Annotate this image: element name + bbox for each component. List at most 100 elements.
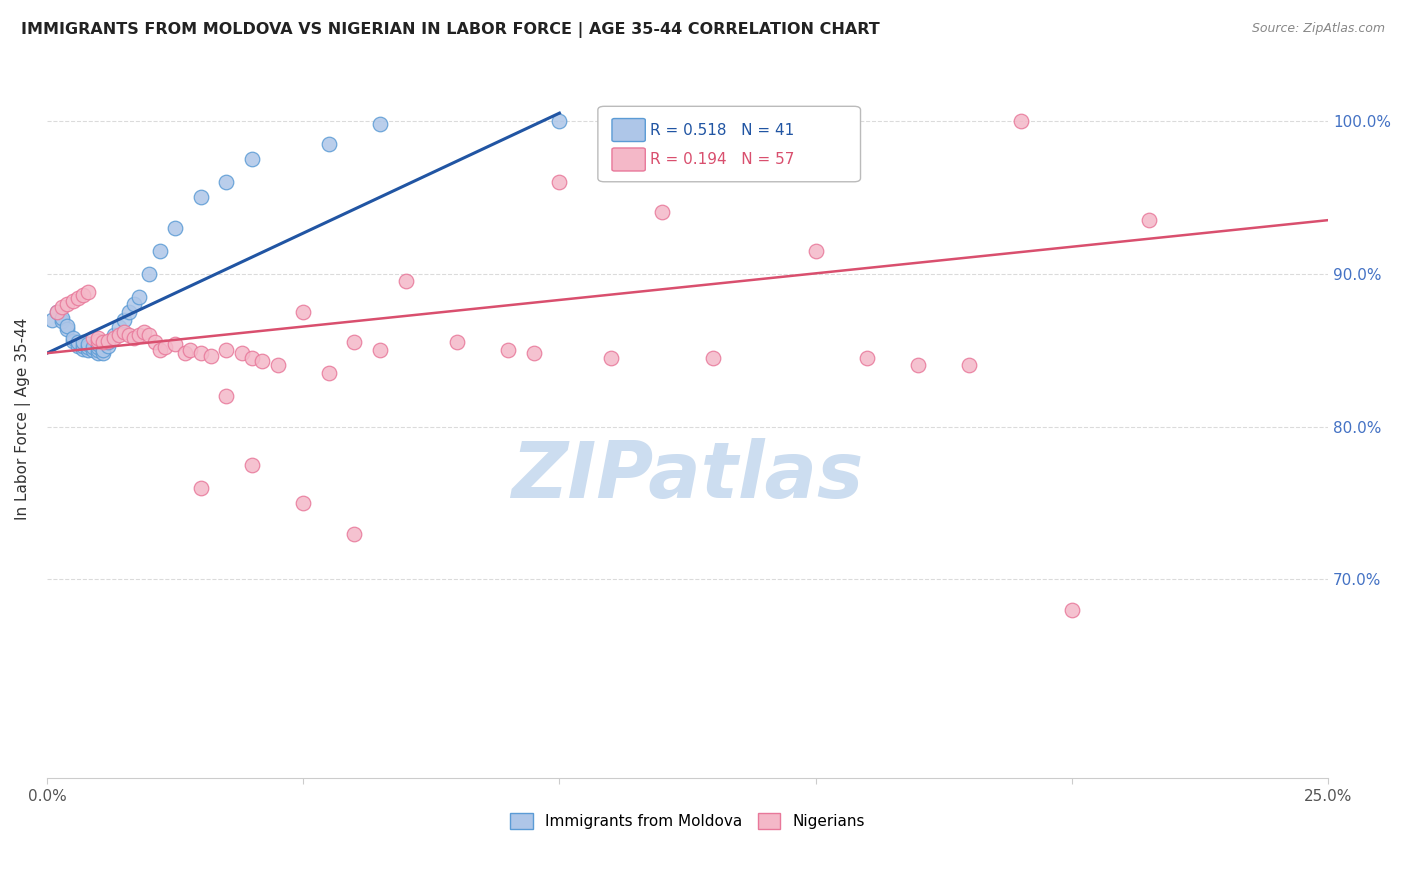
Point [143, 335, 166, 350]
Point [103, 331, 125, 345]
Point [46, 305, 69, 319]
Point [112, 325, 135, 339]
Point [62, 334, 84, 348]
Point [138, 327, 160, 342]
Point [66, 338, 89, 352]
Point [702, 351, 724, 365]
Point [72, 335, 94, 350]
Point [118, 327, 141, 342]
Point [122, 331, 145, 345]
Point [343, 526, 366, 541]
Point [118, 305, 141, 319]
Point [957, 359, 980, 373]
Point [128, 290, 150, 304]
Point [56, 318, 79, 333]
Point [856, 351, 879, 365]
Point [51, 314, 73, 328]
Point [87, 334, 110, 348]
Point [93, 343, 115, 357]
Point [72, 338, 94, 352]
Point [134, 325, 156, 339]
Point [97, 335, 120, 350]
Point [446, 335, 468, 350]
Point [1010, 113, 1032, 128]
Point [179, 343, 201, 357]
Point [215, 343, 238, 357]
Point [215, 175, 238, 189]
Point [165, 337, 187, 351]
Point [240, 351, 263, 365]
Point [250, 353, 273, 368]
Point [368, 117, 391, 131]
FancyBboxPatch shape [612, 119, 645, 142]
Point [1137, 213, 1160, 227]
Point [51, 301, 73, 315]
Point [107, 320, 129, 334]
Point [292, 496, 315, 510]
Point [51, 311, 73, 326]
Point [1060, 603, 1083, 617]
Point [343, 335, 366, 350]
Point [93, 335, 115, 350]
FancyBboxPatch shape [598, 106, 860, 182]
Point [72, 342, 94, 356]
Point [149, 244, 172, 258]
Point [103, 327, 125, 342]
Point [93, 346, 115, 360]
Text: ZIPatlas: ZIPatlas [512, 438, 863, 515]
Point [149, 343, 172, 357]
Point [107, 327, 129, 342]
Point [523, 346, 546, 360]
Point [174, 346, 197, 360]
Point [804, 244, 827, 258]
Point [138, 267, 160, 281]
Point [87, 346, 110, 360]
Point [292, 305, 315, 319]
Text: R = 0.518   N = 41: R = 0.518 N = 41 [651, 122, 794, 137]
Point [548, 175, 571, 189]
Text: Source: ZipAtlas.com: Source: ZipAtlas.com [1251, 22, 1385, 36]
Point [66, 335, 89, 350]
Point [82, 343, 104, 357]
Point [395, 274, 418, 288]
Y-axis label: In Labor Force | Age 35-44: In Labor Force | Age 35-44 [15, 318, 31, 520]
Point [153, 340, 176, 354]
Point [190, 481, 212, 495]
Point [599, 351, 621, 365]
Point [87, 337, 110, 351]
Point [87, 331, 110, 345]
Point [77, 337, 100, 351]
Point [651, 205, 673, 219]
Point [190, 190, 212, 204]
Point [266, 359, 288, 373]
Point [318, 136, 340, 151]
Point [112, 312, 135, 326]
Point [62, 294, 84, 309]
Point [548, 113, 571, 128]
Point [56, 321, 79, 335]
Point [97, 338, 120, 352]
Point [240, 458, 263, 472]
Point [77, 340, 100, 354]
Legend: Immigrants from Moldova, Nigerians: Immigrants from Moldova, Nigerians [503, 807, 872, 835]
Point [122, 297, 145, 311]
Point [41, 312, 63, 326]
Point [66, 291, 89, 305]
Point [77, 343, 100, 357]
Point [907, 359, 929, 373]
Text: IMMIGRANTS FROM MOLDOVA VS NIGERIAN IN LABOR FORCE | AGE 35-44 CORRELATION CHART: IMMIGRANTS FROM MOLDOVA VS NIGERIAN IN L… [21, 22, 880, 38]
Point [368, 343, 391, 357]
Point [87, 343, 110, 357]
Point [62, 331, 84, 345]
Point [82, 331, 104, 345]
Point [240, 152, 263, 166]
FancyBboxPatch shape [612, 148, 645, 171]
Text: R = 0.194   N = 57: R = 0.194 N = 57 [651, 152, 794, 167]
Point [46, 305, 69, 319]
Point [165, 220, 187, 235]
Point [82, 340, 104, 354]
Point [231, 346, 253, 360]
Point [97, 334, 120, 348]
Point [200, 349, 222, 363]
Point [496, 343, 519, 357]
